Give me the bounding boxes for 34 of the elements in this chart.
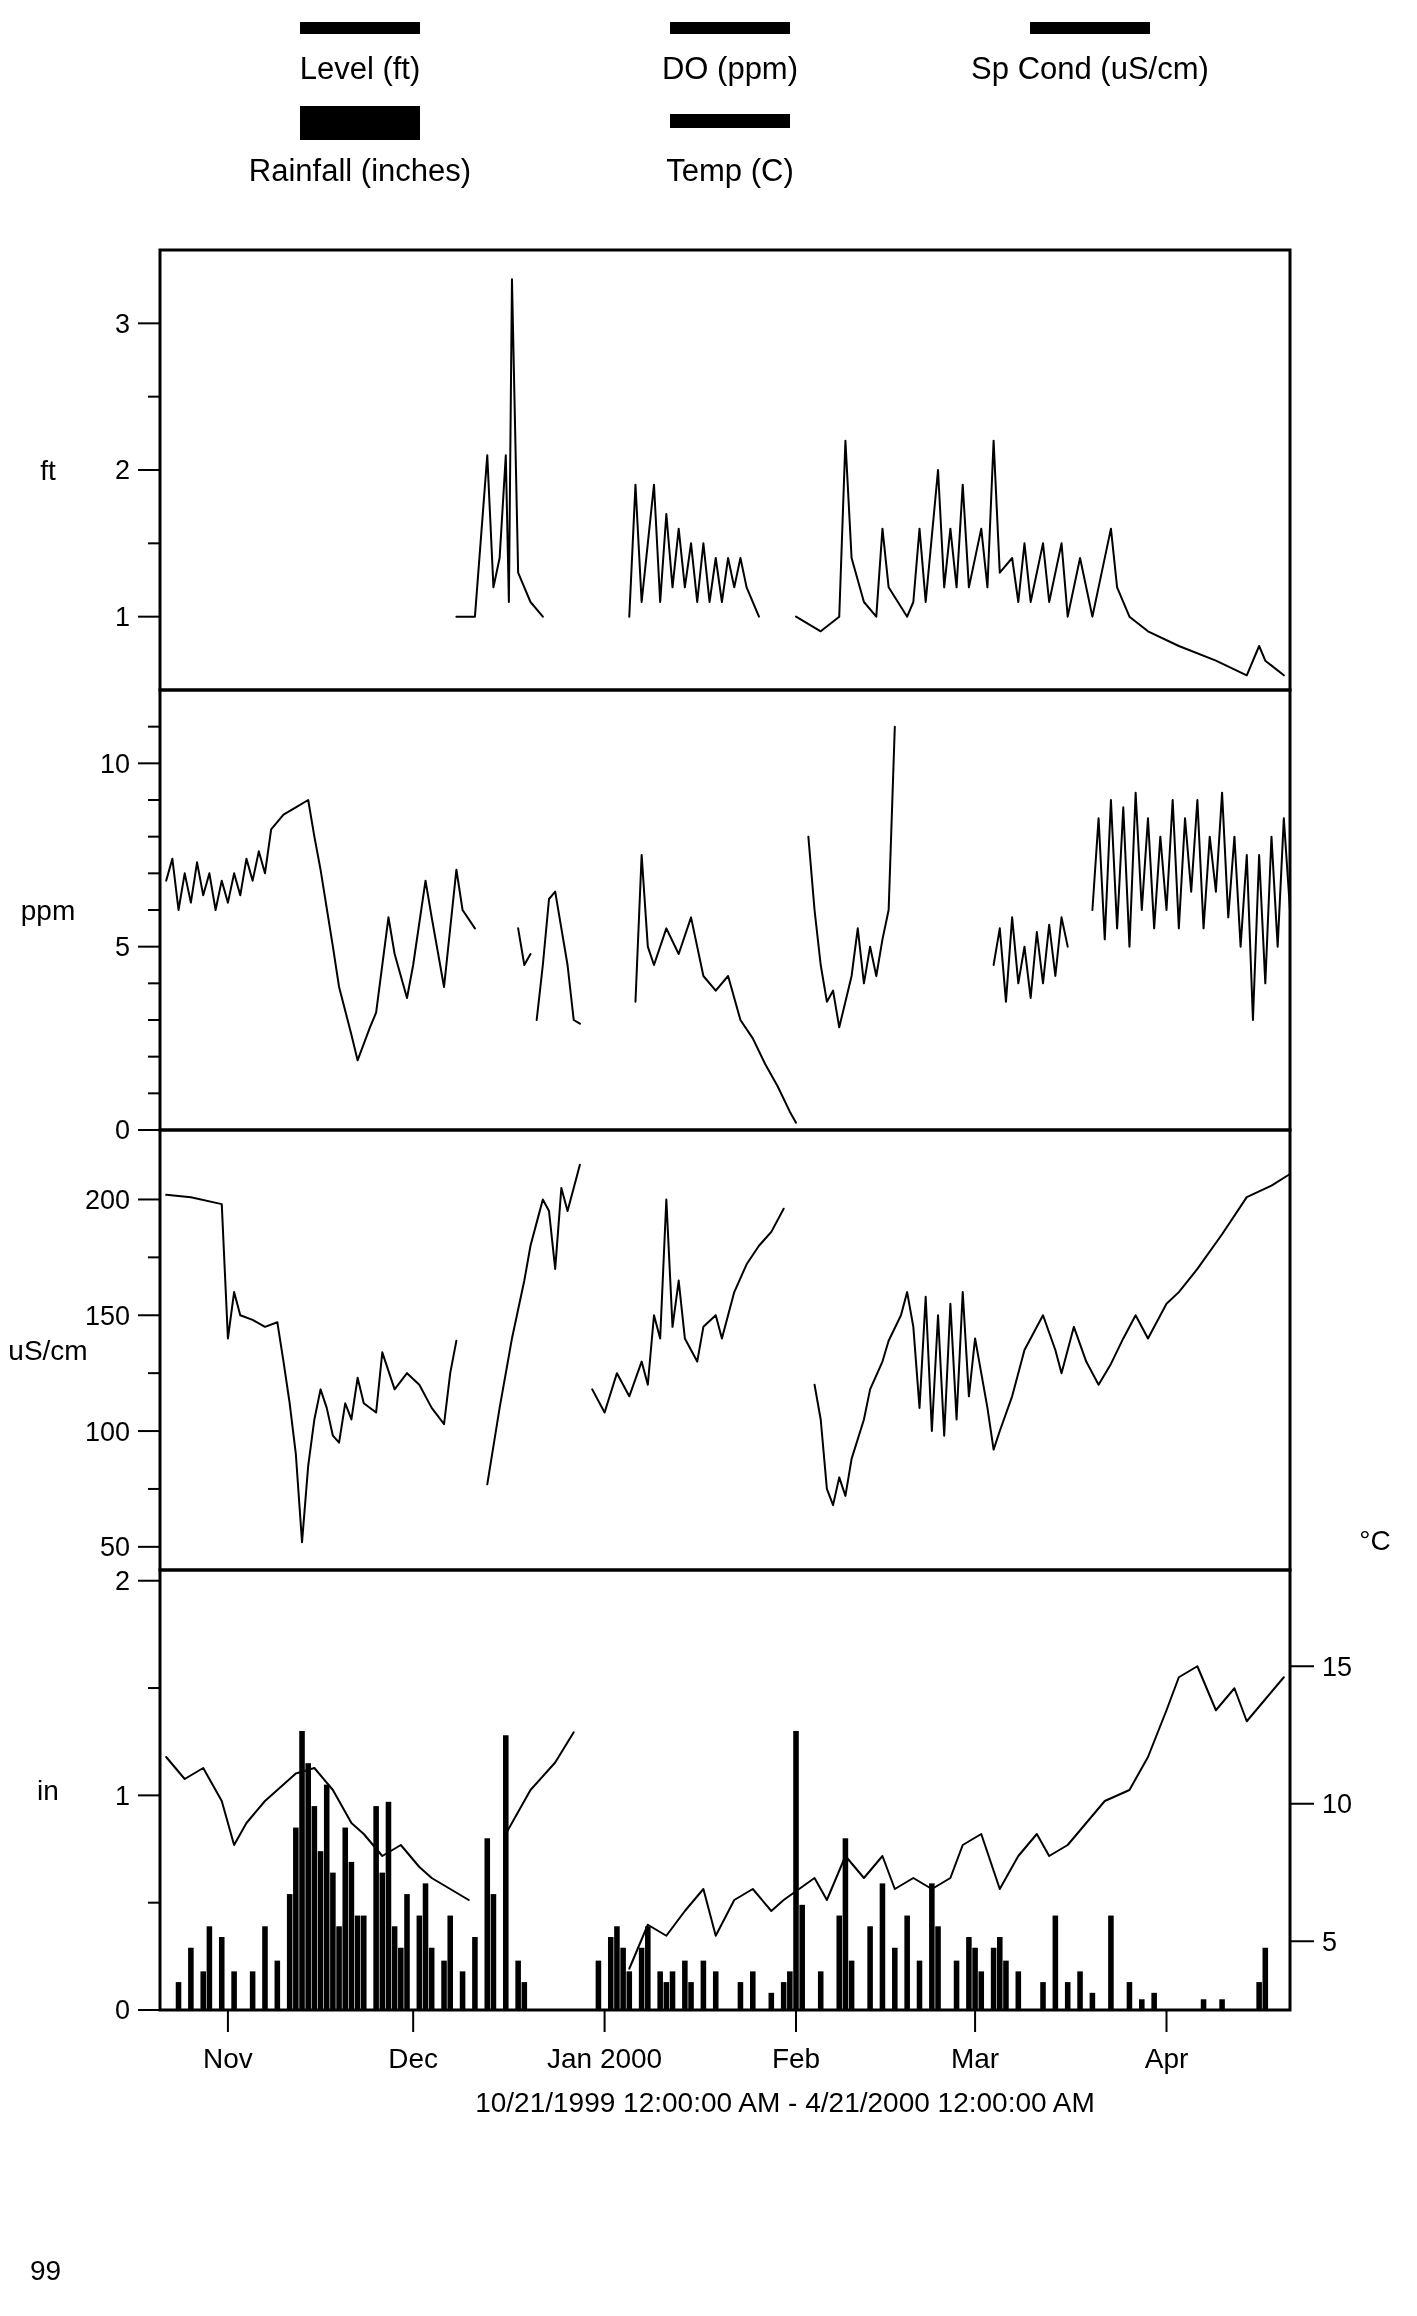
y-axis-title: ft [40, 454, 56, 486]
text: 99 [30, 2254, 62, 2286]
y-tick-label: 1 [114, 1780, 130, 1811]
y2-tick-label: 5 [1322, 1926, 1338, 1957]
y-tick-label: 2 [114, 1566, 130, 1597]
y-tick-label: 150 [84, 1300, 130, 1331]
x-tick-label: Nov [203, 2042, 253, 2074]
y-tick-label: 0 [114, 1115, 130, 1146]
y-tick-label: 3 [114, 308, 130, 339]
legend-label: DO (ppm) [661, 50, 799, 86]
y-tick-label: 10 [99, 748, 130, 779]
x-axis-title: 10/21/1999 12:00:00 AM - 4/21/2000 12:00:00 AM [475, 2086, 1095, 2118]
y2-tick-label: 15 [1322, 1651, 1353, 1682]
y-axis-title: uS/cm [8, 1334, 88, 1366]
y-tick-label: 2 [114, 455, 130, 486]
x-tick-label: Dec [388, 2042, 439, 2074]
legend-label: Level (ft) [299, 50, 421, 86]
y-tick-label: 5 [114, 932, 130, 963]
y-tick-label: 1 [114, 602, 130, 633]
y-tick-label: 50 [99, 1532, 130, 1563]
legend-label: Temp (C) [666, 152, 794, 188]
x-tick-label: Mar [950, 2042, 1000, 2074]
y-axis-title: ppm [20, 894, 76, 926]
x-tick-label: Feb [771, 2042, 821, 2074]
y-tick-label: 0 [114, 1995, 130, 2026]
x-tick-label: Jan 2000 [546, 2042, 663, 2074]
legend-label: Rainfall (inches) [248, 152, 472, 188]
y2-tick-label: 10 [1322, 1789, 1353, 1820]
y-axis-title: in [37, 1774, 59, 1806]
legend-label: Sp Cond (uS/cm) [971, 50, 1209, 86]
y2-axis-title: °C [1359, 1524, 1391, 1556]
y-tick-label: 200 [84, 1184, 130, 1215]
y-tick-label: 100 [84, 1416, 130, 1447]
x-tick-label: Apr [1144, 2042, 1189, 2074]
